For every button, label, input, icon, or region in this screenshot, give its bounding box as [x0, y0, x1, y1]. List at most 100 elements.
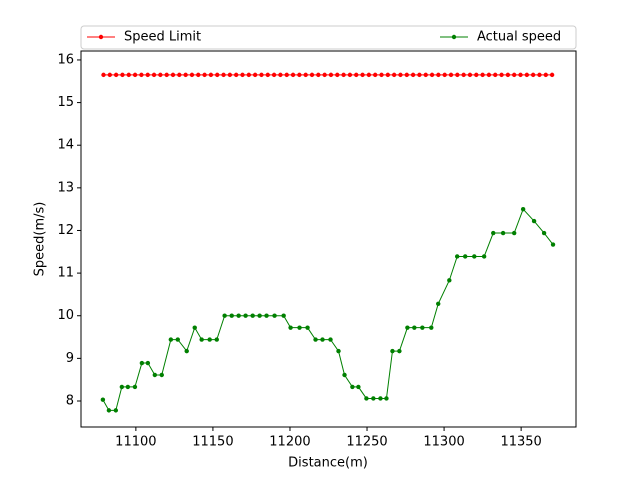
point — [397, 348, 402, 354]
x-tick-label: 11200 — [269, 435, 310, 450]
point — [385, 72, 391, 78]
point — [512, 230, 517, 236]
point — [447, 278, 452, 283]
point — [184, 348, 189, 354]
legend-label: Actual speed — [477, 30, 561, 45]
point — [537, 72, 542, 78]
point — [384, 396, 389, 401]
point — [412, 325, 417, 330]
point — [229, 313, 234, 318]
point — [493, 72, 498, 78]
point — [372, 72, 378, 78]
point — [342, 372, 347, 378]
point — [512, 72, 517, 78]
point — [455, 72, 460, 78]
point — [222, 313, 227, 318]
legend-box — [80, 25, 577, 50]
point — [518, 72, 523, 78]
point — [378, 396, 383, 401]
point — [227, 72, 233, 78]
point — [288, 325, 293, 330]
point — [214, 337, 219, 342]
point — [530, 72, 536, 78]
point — [257, 313, 262, 318]
point — [472, 254, 477, 259]
point — [505, 72, 511, 78]
point — [356, 384, 361, 390]
point — [405, 325, 410, 330]
legend-marker — [451, 34, 457, 40]
x-tick-label: 11350 — [500, 435, 541, 450]
legend-marker — [98, 34, 104, 40]
point — [335, 72, 340, 78]
point — [420, 325, 425, 330]
point — [175, 337, 180, 342]
point — [250, 313, 255, 318]
point — [379, 72, 384, 78]
y-tick-label: 9 — [66, 351, 74, 366]
point — [486, 72, 492, 78]
point — [192, 325, 197, 330]
point — [347, 72, 353, 78]
y-tick-label: 14 — [57, 138, 74, 153]
point — [236, 313, 241, 318]
point — [259, 72, 264, 78]
point — [159, 372, 164, 378]
point — [125, 384, 131, 390]
point — [499, 72, 504, 78]
point — [467, 72, 473, 78]
point — [462, 254, 468, 259]
point — [429, 72, 435, 78]
point — [107, 72, 113, 78]
point — [101, 72, 106, 78]
y-tick-label: 8 — [66, 393, 74, 408]
y-tick-label: 16 — [57, 52, 74, 67]
y-tick-label: 10 — [57, 308, 74, 323]
point — [246, 72, 252, 78]
point — [336, 348, 341, 354]
point — [366, 72, 372, 78]
plot-frame — [80, 50, 577, 428]
point — [207, 337, 212, 342]
point — [549, 72, 555, 78]
point — [328, 72, 334, 78]
point — [543, 72, 548, 78]
point — [390, 348, 395, 354]
point — [100, 397, 106, 402]
point — [152, 372, 158, 378]
legend-label: Speed Limit — [124, 30, 201, 45]
point — [491, 230, 496, 236]
point — [474, 72, 479, 78]
point — [113, 408, 119, 413]
point — [500, 230, 506, 236]
point — [461, 72, 466, 78]
point — [309, 72, 315, 78]
point — [305, 325, 310, 330]
point — [541, 230, 547, 236]
point — [454, 254, 460, 259]
point — [410, 72, 416, 78]
point — [151, 72, 157, 78]
y-tick-label: 11 — [57, 266, 74, 281]
point — [531, 218, 537, 224]
point — [145, 72, 150, 78]
point — [436, 301, 441, 306]
point — [132, 72, 138, 78]
point — [354, 72, 359, 78]
point — [177, 72, 182, 78]
point — [215, 72, 220, 78]
point — [196, 72, 201, 78]
point — [278, 72, 283, 78]
point — [264, 313, 269, 318]
point — [442, 72, 447, 78]
point — [322, 72, 327, 78]
point — [189, 72, 195, 78]
point — [221, 72, 226, 78]
point — [297, 72, 302, 78]
point — [448, 72, 454, 78]
point — [303, 72, 308, 78]
point — [158, 72, 163, 78]
point — [417, 72, 422, 78]
